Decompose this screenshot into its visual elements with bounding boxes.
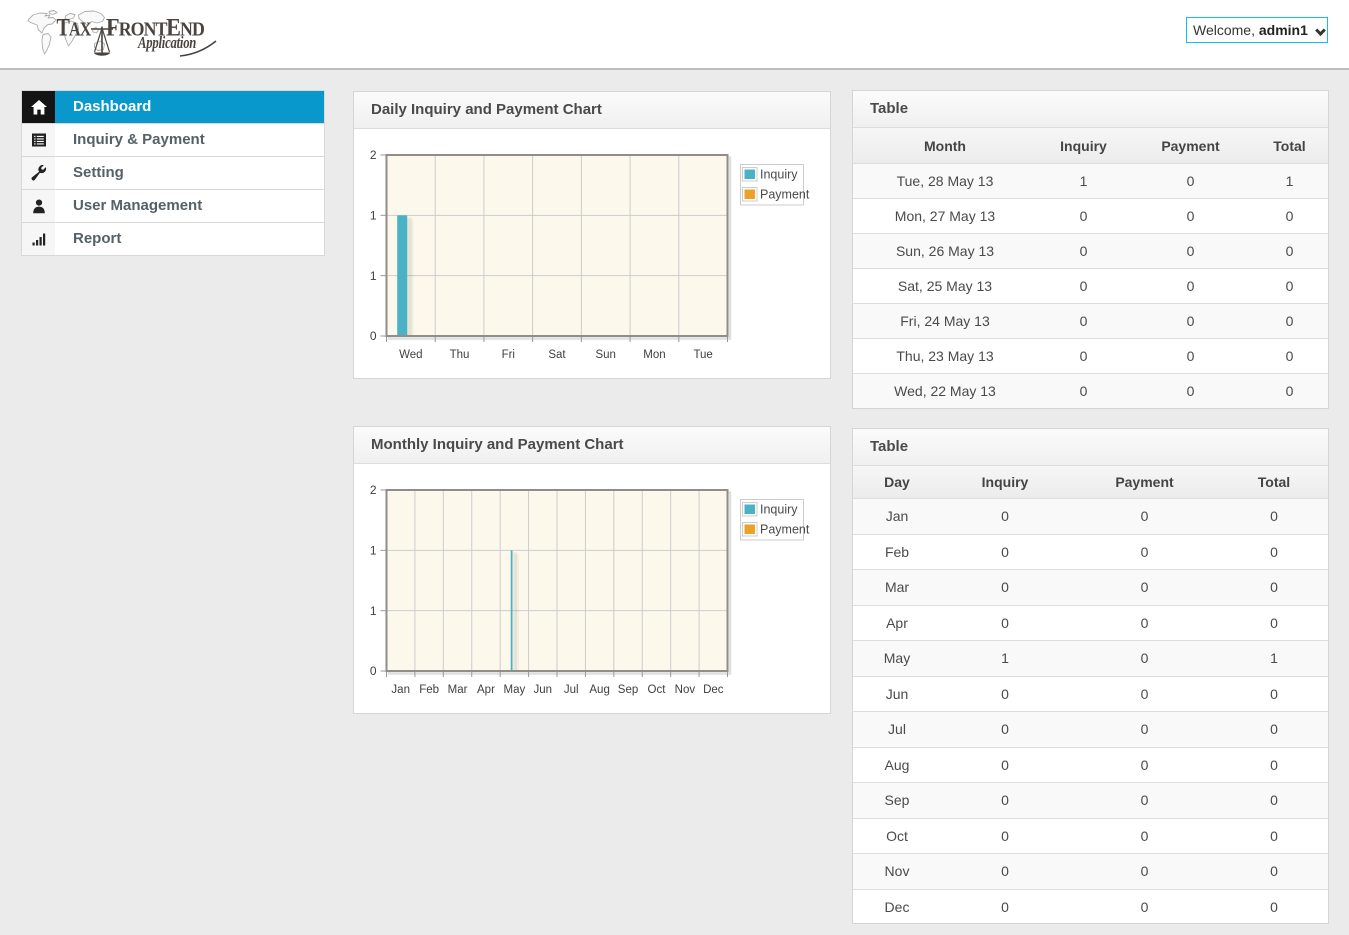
svg-text:FRONTEND: FRONTEND: [106, 14, 204, 41]
svg-text:2: 2: [370, 148, 377, 162]
svg-text:0: 0: [370, 329, 377, 343]
svg-text:Inquiry: Inquiry: [760, 168, 798, 182]
svg-text:1: 1: [370, 604, 377, 618]
svg-text:Sun: Sun: [595, 349, 615, 361]
svg-text:Jan: Jan: [391, 684, 410, 696]
svg-text:Payment: Payment: [760, 188, 810, 202]
svg-text:Wed: Wed: [399, 349, 422, 361]
svg-text:Thu: Thu: [450, 349, 470, 361]
svg-text:Sep: Sep: [618, 684, 638, 696]
svg-text:Aug: Aug: [589, 684, 609, 696]
svg-text:0: 0: [370, 664, 377, 678]
svg-text:Feb: Feb: [419, 684, 439, 696]
svg-text:Sat: Sat: [548, 349, 566, 361]
svg-text:Mon: Mon: [643, 349, 665, 361]
svg-text:May: May: [504, 684, 526, 696]
svg-text:Mar: Mar: [448, 684, 468, 696]
svg-text:Jul: Jul: [564, 684, 579, 696]
svg-text:Inquiry: Inquiry: [760, 503, 798, 517]
svg-text:Dec: Dec: [703, 684, 724, 696]
svg-text:1: 1: [370, 209, 377, 223]
svg-text:Application: Application: [137, 35, 196, 53]
svg-text:Tue: Tue: [693, 349, 712, 361]
svg-text:Payment: Payment: [760, 523, 810, 537]
svg-text:Nov: Nov: [675, 684, 696, 696]
svg-text:1: 1: [370, 269, 377, 283]
svg-text:Apr: Apr: [477, 684, 495, 696]
svg-text:1: 1: [370, 544, 377, 558]
svg-text:2: 2: [370, 483, 377, 497]
svg-text:Fri: Fri: [502, 349, 515, 361]
svg-text:Oct: Oct: [648, 684, 667, 696]
svg-text:TAX: TAX: [57, 13, 92, 41]
svg-text:Jun: Jun: [534, 684, 553, 696]
